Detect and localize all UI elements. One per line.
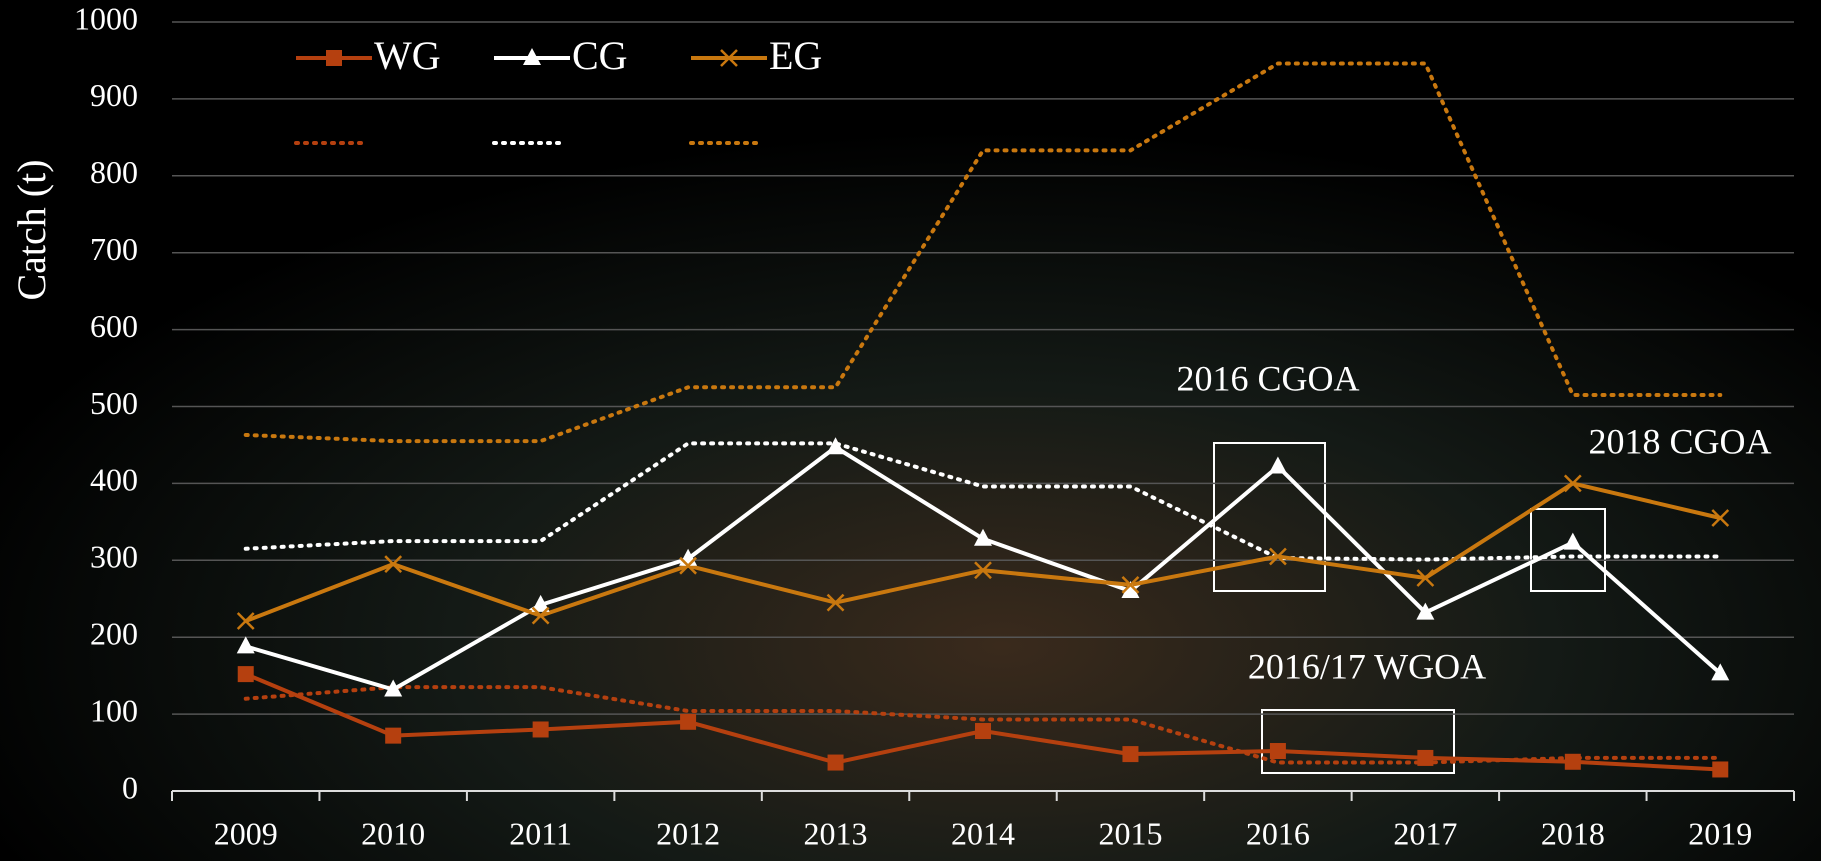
y-tick-label: 0 [122,769,138,805]
x-tick-label: 2010 [361,815,425,851]
data-point [531,606,550,625]
y-tick-label: 300 [90,539,138,575]
dotted-line [243,441,1723,562]
data-point [532,721,549,738]
data-point [1712,761,1729,778]
legend-marker [720,49,738,67]
data-point [531,594,550,612]
y-tick-label: 600 [90,308,138,344]
data-point [385,727,402,744]
y-tick-label: 800 [90,154,138,190]
data-point [1563,532,1582,550]
dotted-line [243,61,1723,444]
annotation-box [1213,442,1326,592]
legend-label: WG [374,33,441,78]
data-point [974,561,992,580]
x-tick-label: 2014 [951,815,1015,851]
y-axis-label: Catch (t) [9,159,54,300]
data-point [1121,576,1140,594]
data-point [1268,456,1287,474]
y-tick-label: 200 [90,616,138,652]
x-tick-label: 2011 [509,815,572,851]
y-tick-label: 100 [90,692,138,728]
y-tick-label: 400 [90,462,138,498]
data-point [384,555,403,574]
y-tick-label: 700 [90,231,138,267]
x-tick-label: 2015 [1098,815,1162,851]
data-point [237,666,254,683]
data-point [826,437,845,455]
data-point [384,679,403,697]
data-point [1416,569,1435,587]
legend-label: CG [572,33,628,78]
x-tick-label: 2017 [1393,815,1457,851]
data-point [1563,474,1582,493]
data-point [1711,663,1730,681]
data-point [1417,749,1434,766]
data-point [1564,753,1581,770]
annotation: 2016 CGOA [1176,358,1359,398]
x-tick-label: 2019 [1688,815,1752,851]
y-tick-label: 1000 [74,0,138,36]
annotation: 2016/17 WGOA [1248,646,1486,686]
data-point [1122,746,1139,763]
dotted-line [243,685,1723,765]
data-point [827,754,844,771]
data-point [680,713,697,730]
data-point [236,612,255,630]
data-point [679,556,697,575]
legend-marker [326,50,342,66]
data-point [974,528,992,546]
x-tick-label: 2012 [656,815,720,851]
data-point [236,636,255,654]
data-point [1121,581,1140,599]
x-tick-label: 2013 [804,815,868,851]
legend-label: EG [769,33,822,78]
data-point [826,593,845,612]
data-point [1711,509,1730,527]
x-tick-label: 2018 [1541,815,1605,851]
data-point [1269,547,1287,566]
annotation-box [1261,709,1455,774]
x-tick-label: 2016 [1246,815,1310,851]
legend-marker [523,48,541,65]
y-tick-label: 500 [90,385,138,421]
data-point [975,723,991,740]
annotation-box [1530,508,1606,592]
annotation: 2018 CGOA [1588,421,1771,461]
y-tick-label: 900 [90,77,138,113]
data-point [1416,602,1435,620]
data-point [1269,743,1286,760]
x-tick-label: 2009 [214,815,278,851]
